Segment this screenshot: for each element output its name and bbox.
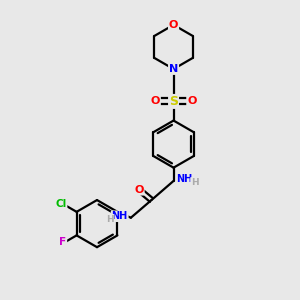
Text: Cl: Cl [55, 200, 67, 209]
Text: S: S [169, 95, 178, 108]
Text: O: O [134, 184, 144, 195]
Text: O: O [151, 96, 160, 106]
Text: H: H [191, 178, 199, 187]
Text: O: O [187, 96, 196, 106]
Text: N: N [169, 64, 178, 74]
Text: H: H [106, 215, 113, 224]
Text: F: F [59, 237, 66, 247]
Text: O: O [169, 20, 178, 30]
Text: NH: NH [177, 174, 193, 184]
Text: NH: NH [112, 211, 128, 221]
